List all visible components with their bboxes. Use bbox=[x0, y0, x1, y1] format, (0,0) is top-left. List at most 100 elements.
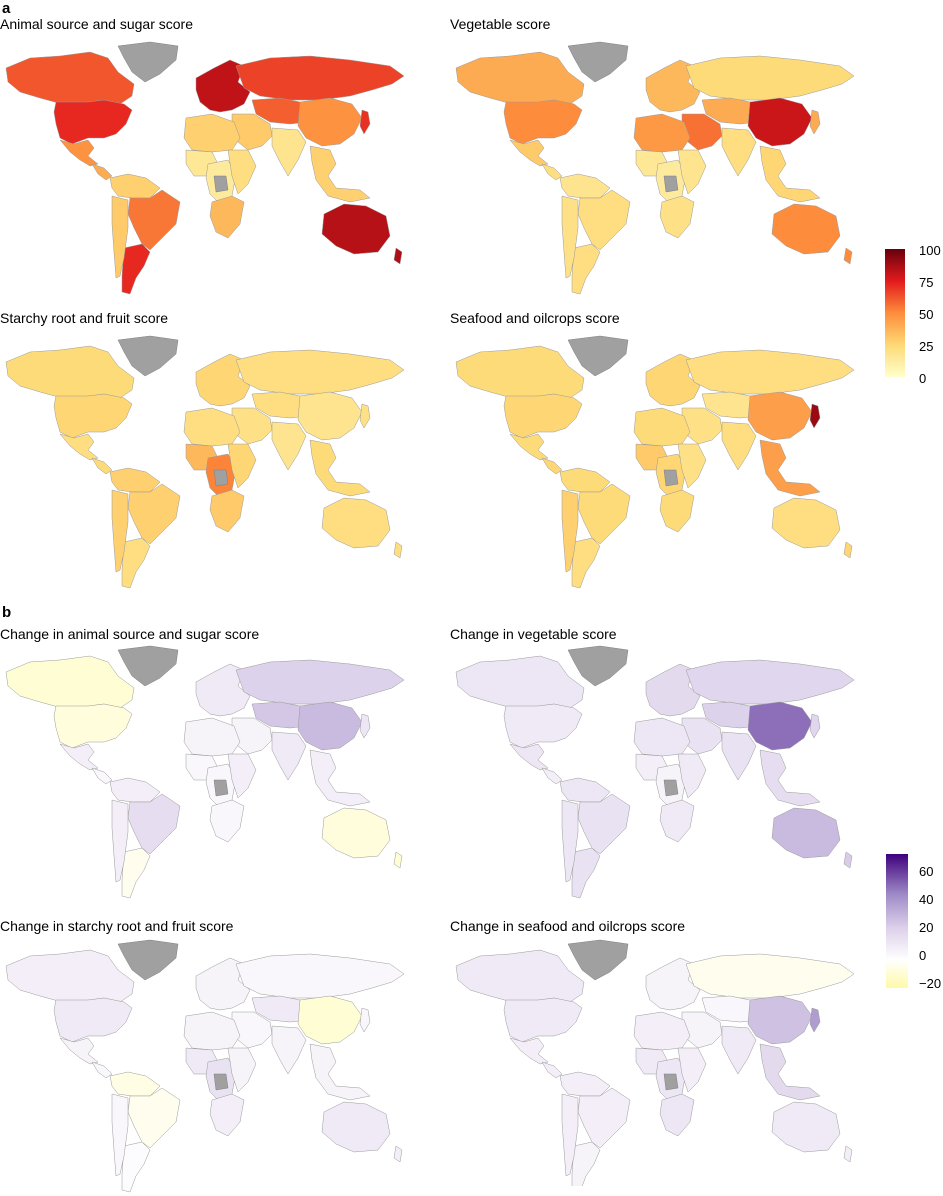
region-eastAfrica bbox=[677, 149, 707, 195]
region-southAmericaNorth bbox=[559, 777, 611, 803]
region-southernAfrica bbox=[209, 1093, 245, 1137]
region-russia bbox=[685, 659, 855, 705]
region-greenland bbox=[567, 335, 629, 377]
region-brazil bbox=[127, 189, 181, 251]
region-brazil bbox=[127, 483, 181, 545]
region-japan bbox=[359, 1007, 371, 1033]
region-usa bbox=[53, 393, 133, 439]
region-usa bbox=[53, 99, 133, 145]
region-nz bbox=[843, 247, 853, 265]
region-drc-no-data bbox=[663, 469, 679, 487]
world-map-seafood bbox=[455, 335, 855, 589]
region-eastAfrica bbox=[677, 443, 707, 489]
region-northAmerica bbox=[455, 949, 585, 1003]
region-japan bbox=[359, 403, 371, 429]
region-northAfrica bbox=[633, 113, 691, 153]
region-southAsia bbox=[721, 421, 757, 471]
region-northAmerica bbox=[5, 345, 135, 399]
region-brazil bbox=[127, 1087, 181, 1149]
region-mexico bbox=[59, 743, 99, 771]
region-nz bbox=[393, 541, 403, 559]
region-china bbox=[747, 995, 813, 1045]
region-eastAfrica bbox=[227, 753, 257, 799]
region-drc-no-data bbox=[213, 779, 229, 797]
legend-change-tick-60: 60 bbox=[919, 864, 934, 879]
region-northAmerica bbox=[5, 51, 135, 105]
region-southAsia bbox=[271, 731, 307, 781]
region-australia bbox=[321, 1101, 391, 1153]
region-northAmerica bbox=[5, 655, 135, 709]
region-andes bbox=[111, 489, 129, 573]
region-andes bbox=[111, 1093, 129, 1177]
region-andes bbox=[561, 195, 579, 279]
world-map-change-animal-source bbox=[5, 645, 405, 899]
region-seAsia bbox=[759, 145, 821, 203]
region-southAsia bbox=[721, 731, 757, 781]
region-southAsia bbox=[271, 127, 307, 177]
region-seAsia bbox=[309, 749, 371, 807]
region-russia bbox=[235, 659, 405, 705]
region-usa bbox=[503, 393, 583, 439]
region-greenland bbox=[117, 41, 179, 83]
region-argentina bbox=[571, 847, 601, 899]
region-northAfrica bbox=[183, 113, 241, 153]
region-russia bbox=[685, 349, 855, 395]
legend-change-tick-0: 0 bbox=[919, 948, 927, 963]
region-china bbox=[747, 391, 813, 441]
region-southAmericaNorth bbox=[109, 467, 161, 493]
legend-change-colorbar bbox=[886, 854, 908, 988]
region-australia bbox=[771, 203, 841, 255]
region-china bbox=[747, 701, 813, 751]
region-argentina bbox=[121, 243, 151, 295]
region-mexico bbox=[509, 1037, 549, 1065]
region-usa bbox=[503, 703, 583, 749]
region-russia bbox=[685, 55, 855, 101]
region-russia bbox=[235, 953, 405, 999]
region-europe bbox=[645, 957, 701, 1011]
region-northAmerica bbox=[455, 655, 585, 709]
map-title-vegetable: Vegetable score bbox=[450, 16, 551, 32]
region-argentina bbox=[571, 1141, 601, 1186]
map-title-seafood: Seafood and oilcrops score bbox=[450, 310, 620, 326]
region-australia bbox=[771, 1101, 841, 1153]
region-seAsia bbox=[759, 439, 821, 497]
region-china bbox=[297, 701, 363, 751]
region-japan bbox=[359, 713, 371, 739]
legend-score-colorbar bbox=[885, 249, 905, 377]
region-southernAfrica bbox=[209, 195, 245, 239]
region-southernAfrica bbox=[209, 489, 245, 533]
region-drc-no-data bbox=[213, 469, 229, 487]
region-southernAfrica bbox=[659, 489, 695, 533]
legend-change: 60 40 20 0 −20 bbox=[884, 852, 943, 992]
region-australia bbox=[321, 203, 391, 255]
region-nz bbox=[843, 541, 853, 559]
region-usa bbox=[503, 997, 583, 1043]
region-southAsia bbox=[721, 127, 757, 177]
region-brazil bbox=[577, 483, 631, 545]
region-seAsia bbox=[309, 145, 371, 203]
region-centralAmerica bbox=[91, 163, 113, 181]
region-australia bbox=[321, 807, 391, 859]
legend-score-tick-0: 0 bbox=[919, 371, 927, 386]
region-greenland bbox=[117, 335, 179, 377]
region-brazil bbox=[577, 189, 631, 251]
region-centralAmerica bbox=[91, 767, 113, 785]
region-mexico bbox=[509, 433, 549, 461]
region-europe bbox=[195, 59, 251, 113]
world-map-starchy-root bbox=[5, 335, 405, 589]
region-centralAmerica bbox=[541, 767, 563, 785]
region-andes bbox=[561, 489, 579, 573]
region-southernAfrica bbox=[209, 799, 245, 843]
region-argentina bbox=[571, 537, 601, 589]
region-drc-no-data bbox=[663, 175, 679, 193]
region-japan bbox=[809, 109, 821, 135]
region-argentina bbox=[571, 243, 601, 295]
region-seAsia bbox=[309, 439, 371, 497]
map-title-change-starchy-root: Change in starchy root and fruit score bbox=[0, 918, 234, 934]
region-china bbox=[297, 97, 363, 147]
region-eastAfrica bbox=[677, 753, 707, 799]
region-mexico bbox=[509, 743, 549, 771]
map-title-change-seafood: Change in seafood and oilcrops score bbox=[450, 918, 686, 934]
region-china bbox=[297, 995, 363, 1045]
region-japan bbox=[359, 109, 371, 135]
